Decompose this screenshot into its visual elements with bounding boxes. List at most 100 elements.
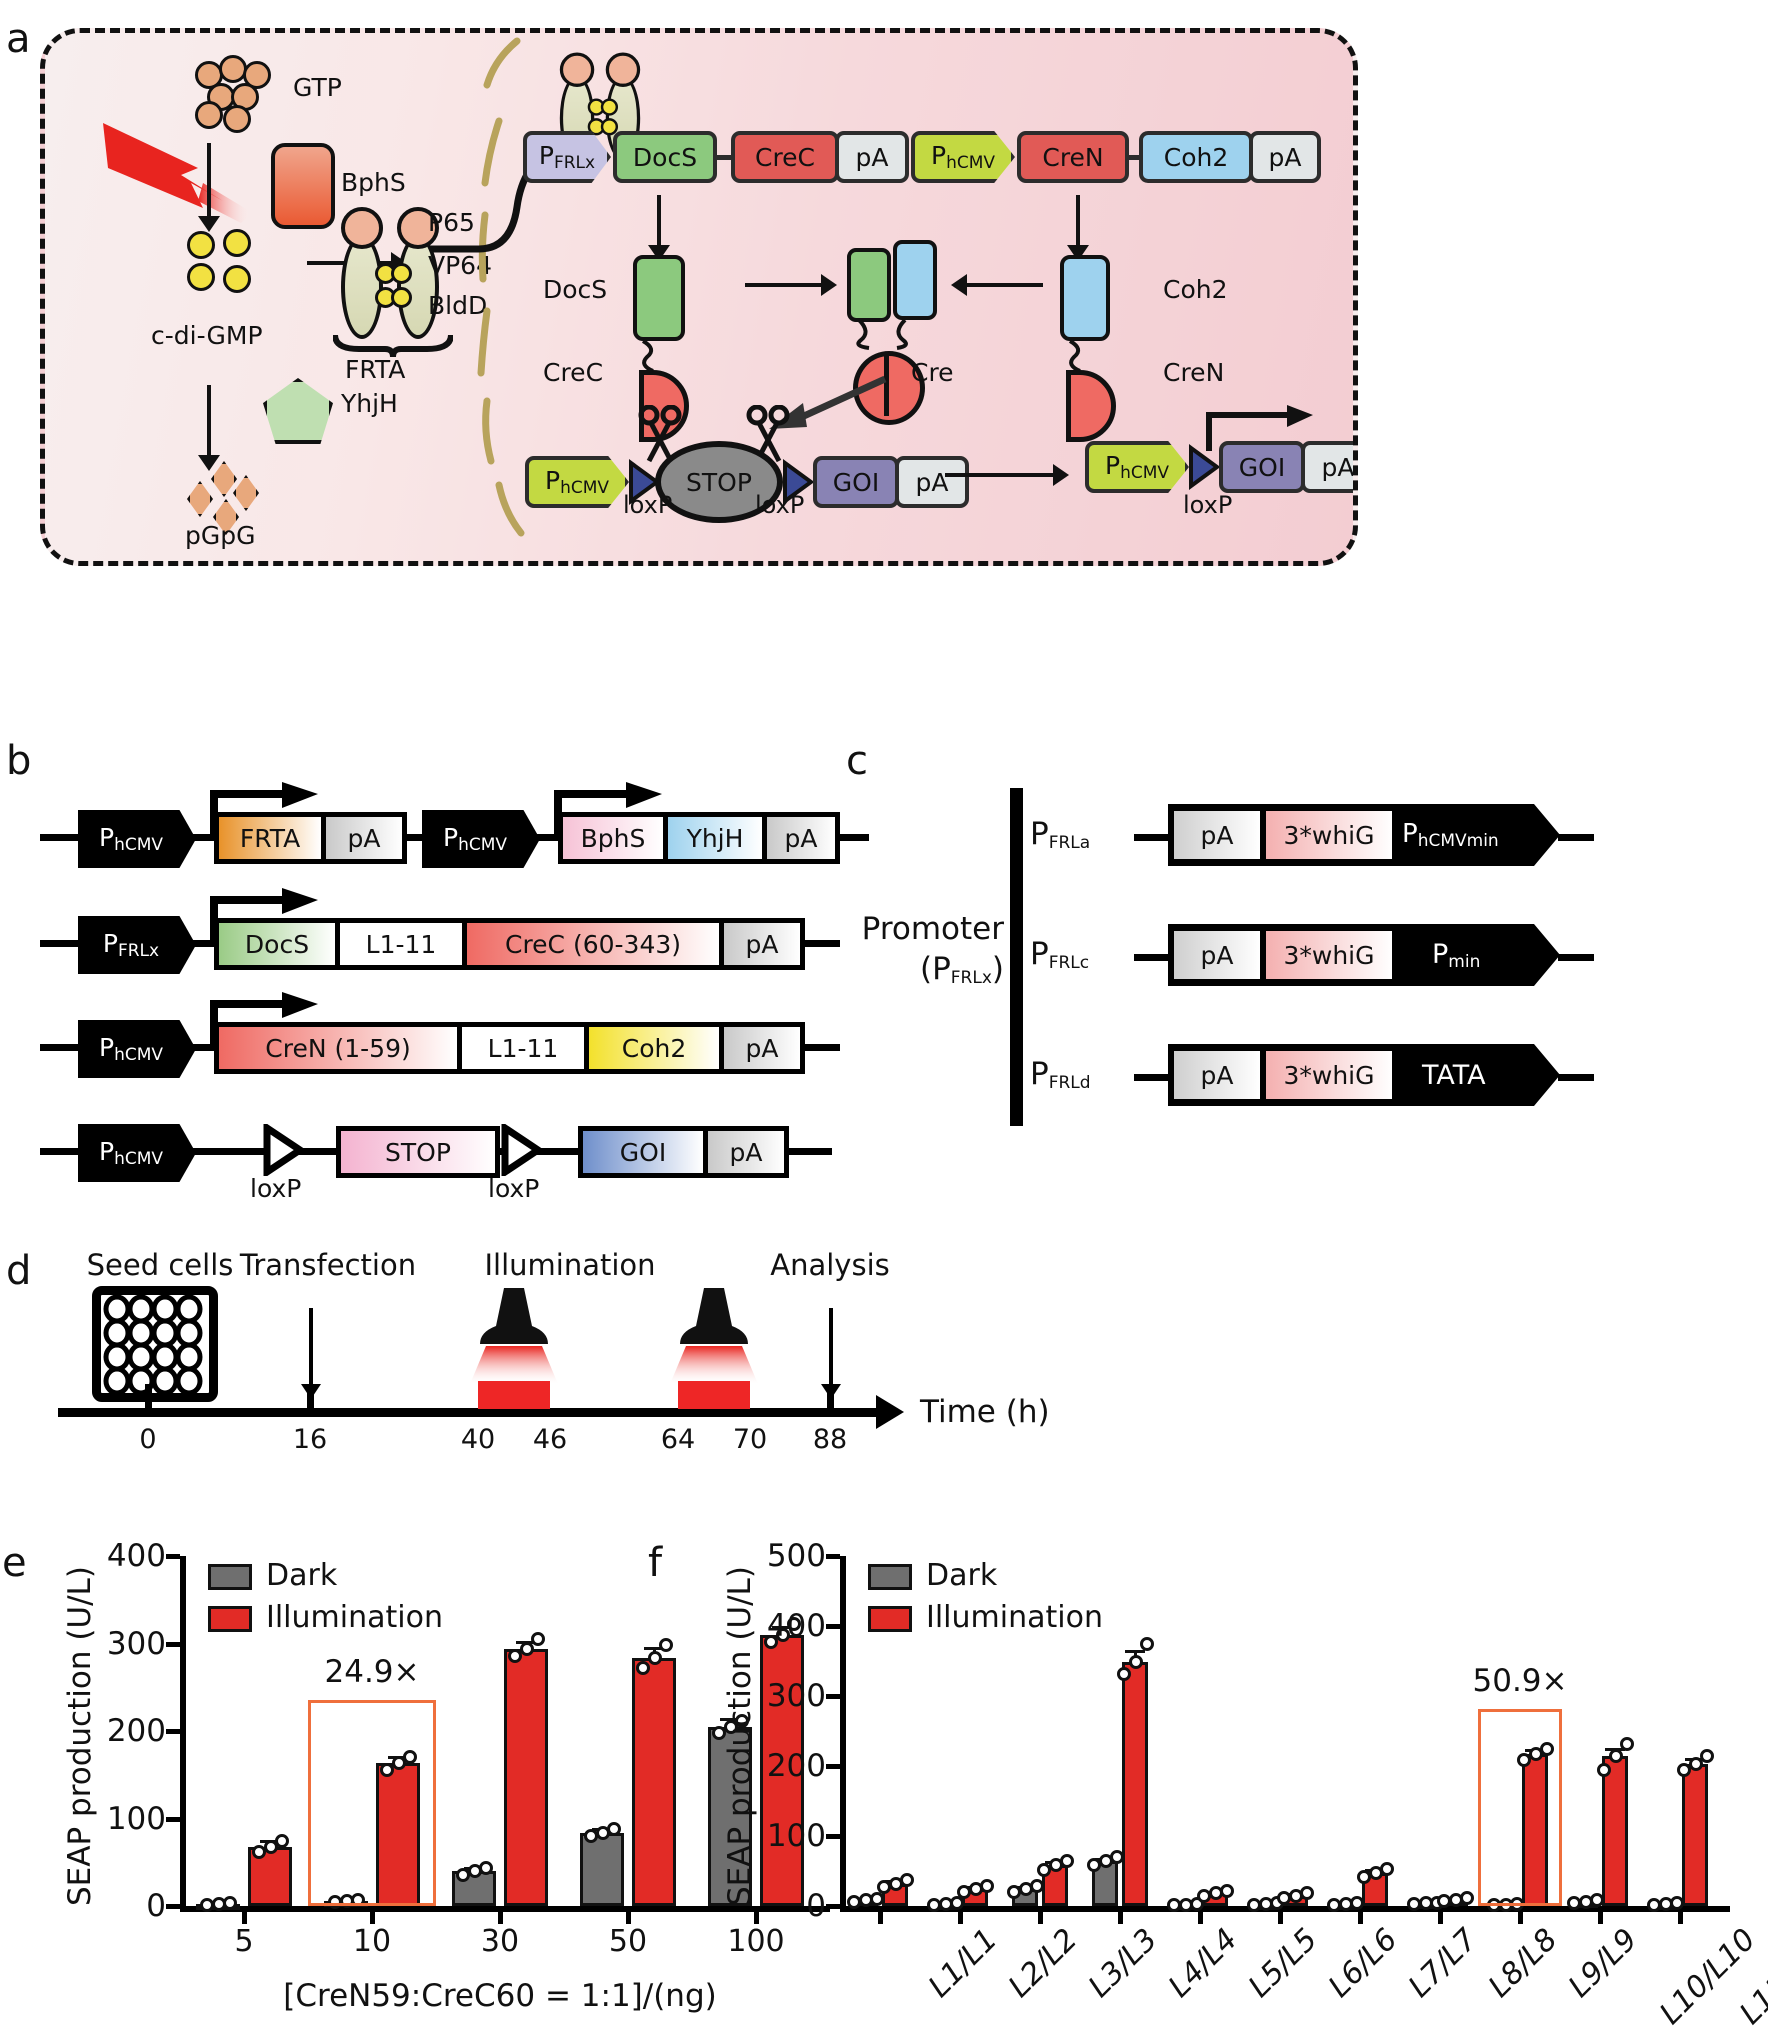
highlight-box-10 (308, 1700, 436, 1906)
cren-protein-label: CreN (1163, 358, 1225, 387)
data-point-L10/L10-Illumination-2 (1620, 1736, 1634, 1751)
analysis-arrow (821, 1308, 841, 1399)
legend-swatch-Illumination (208, 1606, 252, 1632)
x-tick-label-L6/L6: L6/L6 (1321, 1922, 1405, 2005)
data-point-100-Illumination-0 (764, 1634, 778, 1649)
x-tick-label-L5/L5: L5/L5 (1241, 1922, 1325, 2005)
panel-label-a: a (6, 16, 31, 62)
cre-protein-label: Cre (911, 358, 954, 387)
timeline-tick-88 (827, 1384, 834, 1408)
bphs-protein-icon (271, 143, 335, 229)
y-tick-0 (166, 1904, 180, 1909)
x-axis (840, 1906, 1730, 1912)
data-point-L11/L11-Illumination-2 (1700, 1748, 1714, 1763)
promoter-phcmv-goi: PhCMV (1085, 441, 1189, 493)
promoter-pfrld-construct: pA 3*whiG TATA (1168, 1044, 1560, 1106)
x-tick-L2/L2 (958, 1912, 963, 1924)
data-point-L3/L3-Illumination-2 (1060, 1854, 1074, 1869)
data-point-L4/L4-Dark-0 (1087, 1858, 1101, 1873)
data-point-50-Dark-2 (607, 1822, 621, 1836)
promoter-pfrlc-label: PFRLc (1030, 936, 1090, 973)
timeline-label-70: 70 (732, 1424, 768, 1455)
coh2-expression-arrow (1067, 195, 1089, 261)
y-axis (840, 1556, 846, 1906)
promoter-group-label-line2: (PFRLx) (919, 950, 1004, 988)
timeline-label-40: 40 (460, 1424, 496, 1455)
timeline-axis (58, 1395, 904, 1429)
loxp-label-2: loxP (755, 491, 805, 519)
y-tick-label-100: 100 (106, 1800, 166, 1837)
gene-bphs: BphS (558, 812, 668, 864)
promoter-phcmv-r3: PhCMV (78, 1020, 196, 1078)
docs-crec-to-cre-arrow (745, 274, 837, 296)
promoter-pfrla-label: PFRLa (1030, 816, 1091, 853)
data-point-L9/L9-Illumination-0 (1517, 1752, 1531, 1767)
panel-label-e: e (2, 1540, 27, 1586)
cdigmp-to-pgpg-arrow (198, 385, 220, 471)
data-point-L4/L4-Illumination-1 (1129, 1655, 1143, 1670)
gene-cren-b: CreN (1-59) (214, 1022, 462, 1074)
data-point-L1/L1-Illumination-2 (900, 1873, 914, 1888)
y-tick-400 (826, 1624, 840, 1629)
gtp-label: GTP (293, 73, 342, 102)
x-tick-100 (754, 1912, 759, 1924)
promoter-group-bracket (1010, 788, 1023, 1126)
data-point-L4/L4-Illumination-0 (1117, 1666, 1131, 1681)
data-point-L9/L9-Illumination-2 (1540, 1741, 1554, 1756)
panel-c: Promoter (PFRLx) PFRLa pA 3*whiG PhCMVmi… (862, 760, 1740, 1180)
error-cap-50-Illumination (644, 1647, 664, 1650)
promoter-pmin-label: Pmin (1432, 938, 1481, 972)
gene-l1-11-a: L1-11 (335, 918, 467, 970)
data-point-100-Dark-0 (712, 1725, 726, 1740)
panel-d: Time (h) Seed cells Transfection Illumin… (40, 1248, 1050, 1455)
bar-50-Illumination (632, 1657, 676, 1906)
y-tick-500 (826, 1554, 840, 1559)
transcription-start-arrow (1206, 405, 1313, 451)
recombination-arrow (945, 464, 1069, 486)
construct-row-4: PhCMV loxP STOP loxP GOI pA (40, 1096, 832, 1203)
y-tick-0 (826, 1904, 840, 1909)
p65-label: P65 (428, 208, 475, 237)
data-point-10-Illumination-2 (403, 1750, 417, 1765)
panel-b: PhCMV FRTA pA PhCMV BphS YhjH pA PFRLx D… (40, 760, 869, 1203)
y-tick-label-0: 0 (146, 1888, 166, 1924)
frta-label: FRTA (345, 355, 406, 384)
gene-pa-b2: pA (762, 812, 840, 864)
cassette-connector (717, 154, 735, 160)
legend-swatch-Dark (868, 1564, 912, 1590)
x-tick-label-L9/L9: L9/L9 (1561, 1922, 1645, 2005)
highlight-box-L9/L9 (1478, 1708, 1562, 1906)
construct-row-1: PhCMV FRTA pA PhCMV BphS YhjH pA (40, 782, 869, 872)
scissors-icon-left (638, 405, 682, 463)
error-cap-100-Dark (720, 1717, 740, 1721)
well-plate-icon (92, 1286, 218, 1402)
timeline-label-88: 88 (812, 1424, 848, 1455)
x-tick-30 (498, 1912, 503, 1924)
gene-pa-b1: pA (321, 812, 407, 864)
timeline-caption-illumination: Illumination (484, 1248, 656, 1282)
coh2-protein-label: Coh2 (1163, 275, 1228, 304)
loxp-triangle-b2 (501, 1124, 542, 1176)
data-point-30-Dark-2 (479, 1860, 493, 1875)
bar-L11/L11-Illumination (1682, 1763, 1708, 1906)
promoter-phcmv-stop: PhCMV (525, 456, 629, 508)
data-point-L11/L11-Illumination-0 (1677, 1762, 1691, 1777)
gtp-to-cdigmp-arrow (198, 143, 220, 232)
legend-label-Illumination: Illumination (926, 1600, 1103, 1635)
pgpg-molecules-icon (187, 461, 277, 535)
promoter-group-label-sub: FRLx (950, 967, 992, 988)
chart-panel-e: 0 100 200 300 400 SEAP production (U/L) 5 10 30 5… (0, 1500, 880, 2014)
fold-change-label-10: 24.9× (324, 1654, 420, 1691)
data-point-5-Illumination-1 (264, 1839, 278, 1854)
data-point-L10/L10-Illumination-0 (1597, 1762, 1611, 1777)
loxp-triangle-icon-1 (629, 459, 659, 505)
cdigmp-molecules-icon (185, 229, 275, 299)
x-tick-label-100: 100 (727, 1924, 785, 1959)
loxp-label-b2: loxP (488, 1174, 540, 1203)
promoter-pfrlx-r2: PFRLx (78, 916, 196, 974)
cdigmp-label: c-di-GMP (151, 321, 263, 350)
gene-pa: pA (835, 131, 909, 183)
gene-goi-2: GOI (1219, 441, 1305, 493)
promoter-group-label-line1: Promoter (861, 911, 1004, 947)
panel-label-c: c (846, 738, 868, 784)
